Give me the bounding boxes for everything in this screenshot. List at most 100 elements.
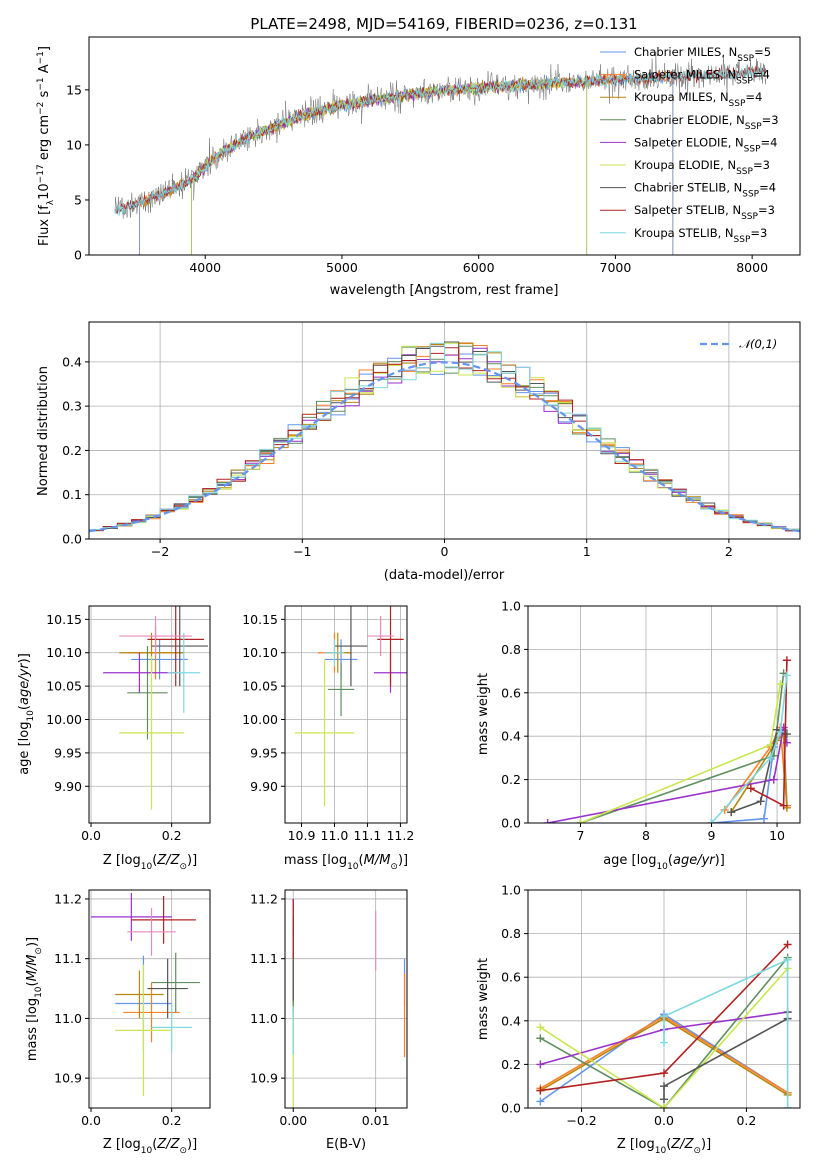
- y-tick-label: 0.6: [501, 685, 521, 700]
- y-axis-label: Flux [fλ10−17 erg cm−2 s−1 A−1]: [36, 46, 56, 246]
- legend-label: Chabrier MILES, NSSP=5: [634, 45, 771, 64]
- series-point-marker: [660, 1038, 668, 1047]
- y-tick-label: 10.15: [46, 612, 82, 627]
- series-point-marker: [782, 656, 791, 665]
- x-tick-label: 7000: [600, 260, 632, 275]
- y-tick-label: 10.05: [46, 679, 82, 694]
- y-tick-label: 1.0: [501, 883, 521, 898]
- y-tick-label: 0.0: [501, 1101, 521, 1116]
- plot-area: [543, 656, 791, 823]
- x-tick-label: 2: [725, 544, 733, 559]
- series-point-marker: [660, 1012, 668, 1021]
- y-tick-label: 0.8: [501, 926, 521, 941]
- plot-area: [91, 892, 200, 1097]
- y-tick-label: 0.2: [62, 443, 82, 458]
- series-point-marker: [543, 819, 552, 823]
- series-point-marker: [660, 1069, 668, 1078]
- series-point-marker: [783, 940, 792, 949]
- y-tick-label: 0.8: [501, 642, 521, 657]
- y-tick-label: 0.2: [501, 1057, 521, 1072]
- series-point-marker: [769, 775, 778, 784]
- y-axis-label: mass weight: [476, 958, 491, 1040]
- x-tick-label: 0: [441, 544, 449, 559]
- x-axis-label: (data-model)/error: [384, 568, 505, 583]
- panel-weight-vs-Z: −0.2 0.0 0.2 0.0 0.2 0.4 0.6 0.8 1.0: [501, 883, 801, 1128]
- legend-label: Salpeter STELIB, NSSP=3: [634, 203, 775, 222]
- x-tick-label: 9: [708, 828, 716, 843]
- axes-frame: [88, 889, 211, 1109]
- legend-label: Chabrier ELODIE, NSSP=3: [634, 113, 779, 132]
- model-spectrum-line: [114, 65, 766, 217]
- x-tick-label: 0.0: [81, 1113, 101, 1128]
- y-tick-label: 0.0: [501, 816, 521, 831]
- y-tick-label: 10.9: [250, 1071, 278, 1086]
- axes-frame: [88, 321, 801, 540]
- series-point-marker: [746, 784, 755, 793]
- x-tick-label: 0.01: [362, 1113, 390, 1128]
- x-axis-label: age [log10(age/yr)]: [603, 853, 725, 872]
- y-tick-label: 9.95: [250, 745, 278, 760]
- axes-frame: [527, 889, 801, 1109]
- x-axis-label: Z [log10(Z/Z⊙)]: [103, 1137, 197, 1156]
- axes-frame: [88, 605, 211, 824]
- axes-frame: [284, 605, 408, 824]
- model-spectrum-line: [191, 76, 588, 255]
- y-tick-label: 9.90: [250, 779, 278, 794]
- y-tick-label: 10.10: [242, 645, 278, 660]
- series-line: [730, 732, 788, 813]
- axes-frame: [527, 605, 801, 824]
- y-tick-label: 0.3: [62, 399, 82, 414]
- y-tick-label: 15: [66, 82, 82, 97]
- plot-area: [536, 940, 792, 1108]
- x-tick-label: 10.9: [288, 828, 316, 843]
- y-tick-label: 11.0: [250, 1011, 278, 1026]
- series-point-marker: [660, 1095, 668, 1104]
- plot-area: [114, 51, 767, 255]
- y-tick-label: 0: [74, 248, 82, 263]
- y-tick-label: 0.4: [501, 1013, 521, 1028]
- legend-label: 𝒩(0,1): [739, 337, 777, 351]
- panel-age-vs-Z: 0.0 0.2 9.90 9.95 10.00 10.05 10.10 10.15: [46, 605, 211, 843]
- x-tick-label: 4000: [189, 260, 221, 275]
- series-line: [580, 683, 782, 823]
- x-tick-label: −0.2: [566, 1113, 596, 1128]
- y-tick-label: 0.1: [62, 487, 82, 502]
- panel-weight-vs-age: 7 8 9 10 0.0 0.2 0.4 0.6 0.8 1.0: [501, 599, 801, 843]
- plot-area: [103, 606, 208, 810]
- series-line: [539, 967, 789, 1108]
- y-tick-label: 5: [74, 192, 82, 207]
- y-tick-label: 10.00: [46, 712, 82, 727]
- x-tick-label: 1: [583, 544, 591, 559]
- series-point-marker: [576, 819, 585, 823]
- series-point-marker: [720, 805, 729, 814]
- y-tick-label: 11.0: [54, 1011, 82, 1026]
- legend-label: Kroupa STELIB, NSSP=3: [634, 226, 767, 245]
- y-tick-label: 11.2: [54, 891, 82, 906]
- y-tick-label: 0.2: [501, 772, 521, 787]
- series-line: [710, 675, 788, 823]
- x-tick-label: 0.0: [81, 828, 101, 843]
- x-tick-label: 6000: [463, 260, 495, 275]
- y-tick-label: 11.1: [54, 951, 82, 966]
- series-point-marker: [759, 814, 768, 823]
- panel-mass-vs-ebv: 0.00 0.01 10.9 11.0 11.1 11.2: [250, 889, 408, 1128]
- y-tick-label: 0.0: [62, 532, 82, 547]
- series-point-marker: [727, 808, 736, 817]
- legend-label: Salpeter ELODIE, NSSP=4: [634, 135, 777, 154]
- x-axis-label: Z [log10(Z/Z⊙)]: [617, 1137, 711, 1156]
- legend-label: Salpeter MILES, NSSP=4: [634, 68, 770, 87]
- y-tick-label: 9.95: [54, 745, 82, 760]
- x-tick-label: 0.0: [654, 1113, 674, 1128]
- panel-age-vs-mass: 10.9 11.0 11.1 11.2 9.90 9.95 10.00 10.05 10.10 1…: [242, 605, 414, 843]
- y-tick-label: 0.4: [501, 729, 521, 744]
- x-tick-label: 7: [576, 828, 584, 843]
- y-tick-label: 9.90: [54, 779, 82, 794]
- series-point-marker: [776, 680, 785, 689]
- x-axis-label: wavelength [Angstrom, rest frame]: [330, 283, 559, 298]
- series-point-marker: [536, 1060, 545, 1069]
- x-tick-label: 8000: [736, 260, 768, 275]
- series-point-marker: [782, 730, 791, 739]
- y-tick-label: 1.0: [501, 599, 521, 614]
- y-tick-label: 0.4: [62, 354, 82, 369]
- x-tick-label: 0.00: [279, 1113, 307, 1128]
